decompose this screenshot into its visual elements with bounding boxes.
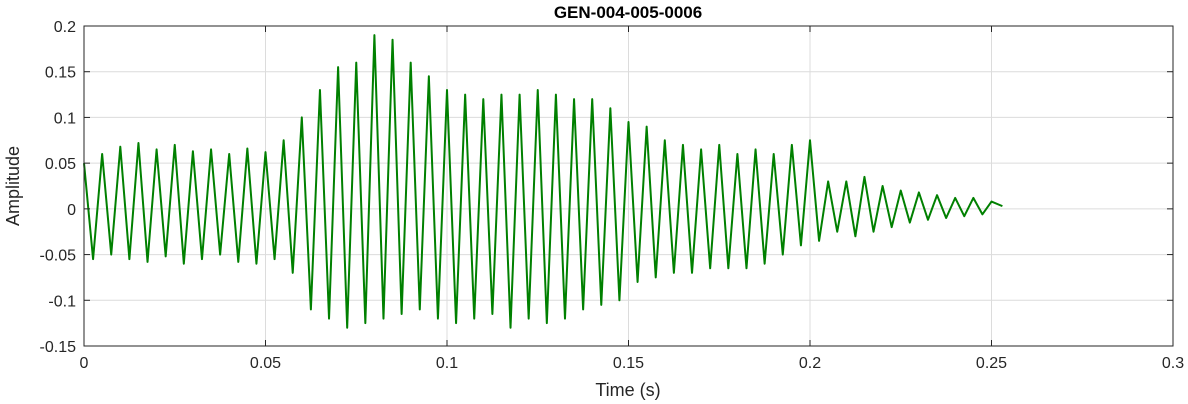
ticks	[83, 25, 1174, 347]
y-tick-label: 0.05	[45, 156, 76, 173]
series-line	[83, 34, 1003, 329]
series-layer	[83, 34, 1003, 329]
x-tick-label: 0.15	[613, 355, 644, 372]
x-tick-label: 0.05	[250, 355, 281, 372]
x-tick-label: 0	[80, 355, 89, 372]
y-tick-label: 0.1	[54, 110, 76, 127]
y-axis-label: Amplitude	[3, 146, 23, 226]
y-tick-label: -0.15	[40, 339, 77, 356]
y-tick-label: -0.1	[48, 293, 76, 310]
y-tick-label: 0	[67, 202, 76, 219]
x-tick-label: 0.1	[436, 355, 458, 372]
tick-labels: 0 0.05 0.1 0.15 0.2 0.25 0.3 -0.15 -0.1 -0.05 0 0.0…	[40, 19, 1185, 372]
y-tick-label: -0.05	[40, 248, 77, 265]
x-tick-label: 0.2	[799, 355, 821, 372]
x-axis-label: Time (s)	[595, 380, 660, 400]
chart-title: GEN-004-005-0006	[554, 3, 702, 22]
y-tick-label: 0.2	[54, 19, 76, 36]
y-tick-label: 0.15	[45, 65, 76, 82]
x-tick-label: 0.25	[976, 355, 1007, 372]
x-tick-label: 0.3	[1162, 355, 1184, 372]
